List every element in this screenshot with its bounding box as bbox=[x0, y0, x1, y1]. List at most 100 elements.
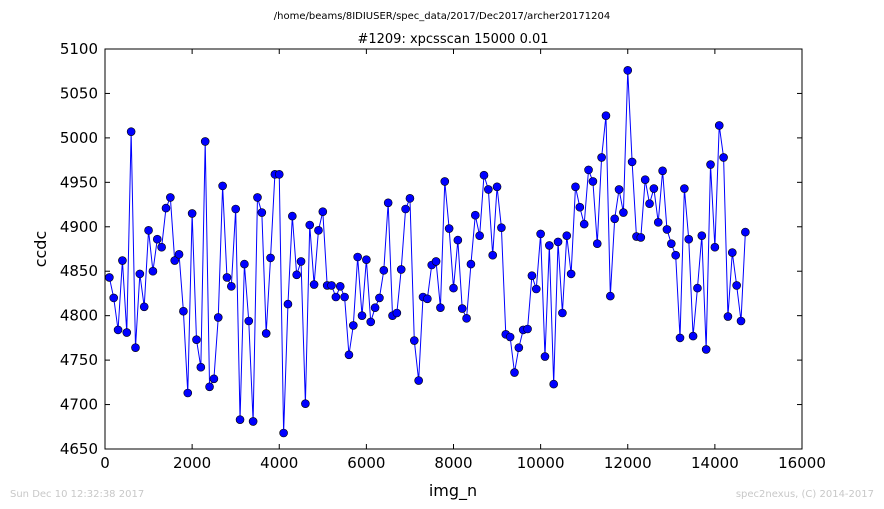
data-point bbox=[497, 223, 506, 232]
x-tick-label: 6000 bbox=[347, 454, 385, 472]
data-point bbox=[109, 293, 119, 303]
data-point bbox=[536, 229, 545, 239]
data-point bbox=[357, 311, 367, 320]
data-point bbox=[366, 317, 376, 327]
data-point bbox=[436, 303, 445, 312]
x-axis-label: img_n bbox=[429, 481, 477, 501]
data-point bbox=[653, 218, 663, 227]
y-axis-label: ccdc bbox=[31, 231, 50, 268]
data-point bbox=[697, 231, 707, 240]
data-point bbox=[401, 204, 410, 214]
data-point bbox=[222, 273, 232, 282]
data-point bbox=[405, 194, 415, 203]
data-point bbox=[514, 343, 524, 352]
chart-suptitle: /home/beams/8IDIUSER/spec_data/2017/Dec2… bbox=[274, 11, 610, 22]
data-point bbox=[562, 231, 572, 240]
data-point bbox=[170, 256, 179, 265]
data-point bbox=[266, 253, 275, 263]
data-point bbox=[453, 235, 463, 245]
data-point bbox=[662, 225, 672, 234]
data-point bbox=[200, 137, 210, 146]
data-point bbox=[444, 224, 454, 233]
data-point bbox=[479, 170, 489, 180]
data-point bbox=[340, 292, 349, 302]
x-tick-label: 2000 bbox=[173, 454, 211, 472]
y-tick-label: 4950 bbox=[60, 173, 98, 191]
data-point bbox=[440, 177, 450, 186]
data-point bbox=[414, 376, 423, 385]
data-point bbox=[126, 127, 136, 136]
data-point bbox=[571, 182, 580, 192]
data-point bbox=[392, 308, 402, 318]
data-point bbox=[462, 314, 471, 323]
y-tick-label: 4750 bbox=[60, 351, 98, 369]
data-point bbox=[701, 345, 711, 354]
data-point bbox=[327, 281, 336, 290]
data-point bbox=[179, 306, 188, 316]
data-point bbox=[349, 321, 358, 330]
data-point bbox=[253, 193, 262, 202]
data-point bbox=[606, 291, 615, 301]
data-point bbox=[566, 269, 576, 279]
data-point bbox=[640, 175, 650, 184]
data-point bbox=[318, 207, 328, 216]
data-point bbox=[484, 185, 493, 194]
data-point bbox=[706, 160, 715, 169]
data-point bbox=[592, 239, 602, 248]
data-point bbox=[131, 343, 140, 352]
data-point bbox=[187, 209, 197, 218]
data-point bbox=[619, 208, 628, 217]
data-point bbox=[283, 299, 293, 309]
data-point bbox=[166, 193, 175, 202]
data-point bbox=[292, 270, 301, 280]
data-point bbox=[449, 283, 458, 293]
data-point bbox=[667, 239, 676, 248]
data-point bbox=[540, 352, 550, 361]
x-tick-label: 0 bbox=[100, 454, 110, 472]
y-tick-label: 4900 bbox=[60, 218, 98, 236]
data-point bbox=[671, 250, 680, 260]
data-point bbox=[396, 265, 406, 274]
series-ccdc bbox=[105, 66, 750, 438]
data-point bbox=[623, 66, 633, 75]
data-point bbox=[610, 214, 619, 224]
data-point bbox=[161, 203, 171, 213]
data-point bbox=[139, 302, 149, 312]
data-point bbox=[296, 257, 306, 266]
data-point bbox=[636, 233, 646, 242]
y-tick-label: 4650 bbox=[60, 440, 98, 458]
plot-area: 0 2000 4000 6000 8000 10000 12000 14000 16000 46… bbox=[60, 40, 826, 472]
data-point bbox=[475, 231, 484, 240]
data-point bbox=[614, 185, 624, 194]
data-point bbox=[231, 204, 240, 214]
footer-credit: spec2nexus, (C) 2014-2017 bbox=[736, 489, 874, 500]
data-point bbox=[383, 198, 393, 208]
data-point bbox=[601, 111, 611, 120]
data-point bbox=[248, 417, 258, 426]
data-point bbox=[732, 281, 741, 290]
data-point bbox=[274, 170, 284, 179]
data-point bbox=[684, 234, 694, 244]
y-tick-label: 5100 bbox=[60, 40, 98, 58]
data-point bbox=[409, 336, 419, 345]
data-point bbox=[205, 382, 214, 392]
data-point bbox=[523, 324, 532, 334]
data-point bbox=[344, 350, 354, 360]
y-tick-labels: 4650 4700 4750 4800 4850 4900 4950 5000 5050 5100 bbox=[60, 40, 98, 458]
data-point bbox=[693, 283, 702, 293]
y-tick-label: 5050 bbox=[60, 84, 98, 102]
data-point bbox=[244, 316, 254, 326]
data-point bbox=[470, 210, 480, 220]
data-point bbox=[431, 257, 441, 266]
data-point bbox=[213, 313, 223, 322]
data-point bbox=[423, 294, 432, 304]
data-point bbox=[118, 256, 127, 265]
x-tick-labels: 0 2000 4000 6000 8000 10000 12000 14000 16000 bbox=[100, 454, 826, 472]
x-tick-label: 14000 bbox=[691, 454, 739, 472]
data-point bbox=[209, 374, 219, 384]
data-point bbox=[645, 199, 654, 208]
x-tick-label: 16000 bbox=[778, 454, 826, 472]
data-point bbox=[305, 220, 315, 230]
data-point bbox=[680, 184, 689, 193]
data-point bbox=[627, 157, 637, 167]
